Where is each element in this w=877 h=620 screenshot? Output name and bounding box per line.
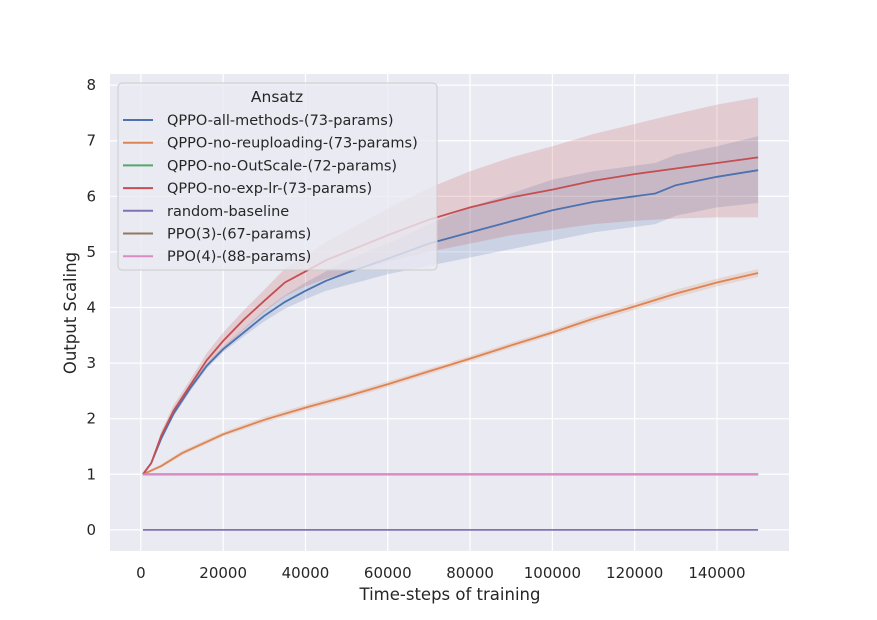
legend-items: QPPO-all-methods-(73-params) QPPO-no-reup… [123,113,418,265]
y-tick-labels: 0 1 2 3 4 5 6 7 8 [86,76,96,539]
x-axis-label: Time-steps of training [359,585,541,604]
legend-label: QPPO-no-OutScale-(72-params) [167,158,397,174]
x-tick-label: 80000 [446,564,494,582]
x-tick-labels: 0 20000 40000 60000 80000 100000 120000 140000 [136,564,746,582]
series-band-QPPO-all-methods-(73-params) [142,136,759,475]
x-tick-label: 0 [136,564,146,582]
y-tick-label: 5 [86,243,96,261]
y-tick-label: 2 [86,410,96,428]
y-tick-label: 8 [86,76,96,94]
legend-title: Ansatz [251,88,303,106]
y-tick-label: 1 [86,465,96,483]
series-band-QPPO-no-reuploading-(73-params) [142,269,759,476]
x-tick-label: 120000 [606,564,663,582]
legend-label: random-baseline [167,204,289,220]
legend-label: QPPO-all-methods-(73-params) [167,113,394,129]
y-tick-label: 4 [86,298,96,316]
legend-label: PPO(4)-(88-params) [167,249,311,265]
x-tick-label: 40000 [282,564,330,582]
legend-box [117,82,438,271]
confidence-bands [142,97,759,476]
y-tick-label: 6 [86,187,96,205]
x-tick-label: 20000 [199,564,247,582]
y-tick-label: 0 [86,521,96,539]
series-line-QPPO-all-methods-(73-params) [142,169,759,475]
legend-label: PPO(3)-(67-params) [167,227,311,243]
y-tick-label: 7 [86,132,96,150]
series-line-QPPO-no-reuploading-(73-params) [142,272,759,476]
series-band-QPPO-no-exp-lr-(73-params) [142,97,759,475]
y-tick-label: 3 [86,354,96,372]
x-tick-label: 140000 [688,564,745,582]
legend-label: QPPO-no-reuploading-(73-params) [167,136,418,152]
y-axis-label: Output Scaling [61,252,80,374]
legend-label: QPPO-no-exp-lr-(73-params) [167,181,372,197]
x-tick-label: 60000 [364,564,412,582]
x-tick-label: 100000 [524,564,581,582]
legend: Ansatz QPPO-all-methods-(73-params)QPPO-… [117,82,438,271]
